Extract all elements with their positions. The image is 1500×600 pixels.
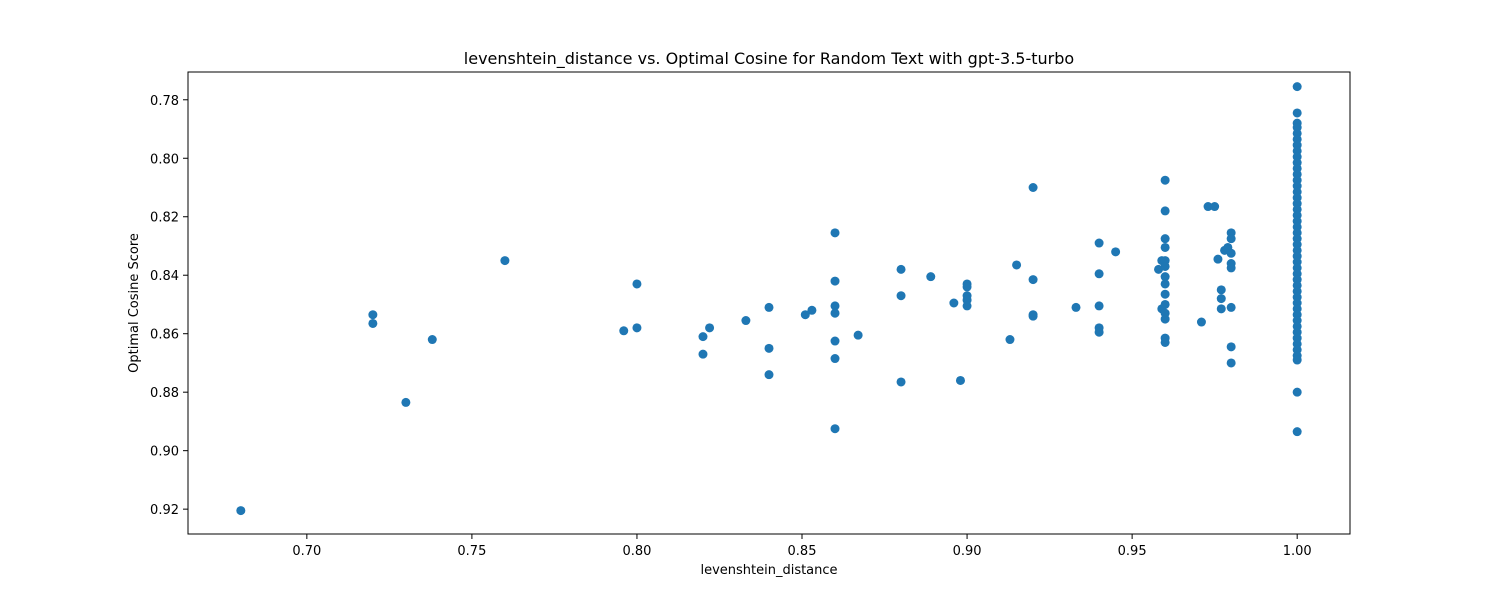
data-point-78 bbox=[1226, 248, 1236, 258]
y-tick-label: 0.92 bbox=[150, 503, 179, 518]
data-point-20 bbox=[830, 301, 840, 311]
y-tick-label: 0.90 bbox=[150, 445, 179, 460]
x-tick-label: 0.80 bbox=[622, 544, 651, 559]
data-point-59 bbox=[1160, 272, 1170, 282]
data-point-25 bbox=[853, 330, 863, 340]
data-point-7 bbox=[632, 279, 642, 289]
data-point-58 bbox=[1160, 261, 1170, 271]
data-point-11 bbox=[705, 323, 715, 333]
data-point-82 bbox=[1226, 342, 1236, 352]
y-tick-label: 0.88 bbox=[150, 386, 179, 401]
y-tick-label: 0.84 bbox=[150, 269, 179, 284]
data-point-46 bbox=[1094, 301, 1104, 311]
data-point-22 bbox=[830, 336, 840, 346]
x-tick-label: 0.95 bbox=[1118, 544, 1147, 559]
data-point-27 bbox=[896, 291, 906, 301]
data-point-38 bbox=[1012, 260, 1022, 270]
data-point-128 bbox=[1292, 387, 1302, 397]
data-point-61 bbox=[1160, 289, 1170, 299]
data-point-77 bbox=[1226, 234, 1236, 244]
data-point-48 bbox=[1094, 327, 1104, 337]
data-point-80 bbox=[1226, 263, 1236, 273]
data-point-66 bbox=[1160, 337, 1170, 347]
data-point-84 bbox=[1292, 82, 1302, 92]
data-point-28 bbox=[896, 377, 906, 387]
data-point-2 bbox=[368, 318, 378, 328]
y-tick-label: 0.82 bbox=[150, 211, 179, 226]
data-point-17 bbox=[807, 305, 817, 315]
data-point-85 bbox=[1292, 108, 1302, 118]
x-tick-label: 1.00 bbox=[1283, 544, 1312, 559]
data-point-69 bbox=[1210, 202, 1220, 212]
data-point-73 bbox=[1216, 304, 1226, 314]
plot-area bbox=[187, 71, 1351, 535]
data-point-54 bbox=[1160, 206, 1170, 216]
data-point-40 bbox=[1028, 275, 1038, 285]
data-point-12 bbox=[741, 316, 751, 326]
data-point-4 bbox=[427, 335, 437, 345]
data-point-129 bbox=[1292, 427, 1302, 437]
chart-title: levenshtein_distance vs. Optimal Cosine … bbox=[464, 49, 1074, 69]
data-point-62 bbox=[1160, 299, 1170, 309]
data-point-127 bbox=[1292, 355, 1302, 365]
data-point-33 bbox=[962, 282, 972, 292]
data-point-53 bbox=[1160, 175, 1170, 185]
data-point-14 bbox=[764, 343, 774, 353]
data-point-6 bbox=[619, 326, 629, 336]
data-point-83 bbox=[1226, 358, 1236, 368]
data-point-3 bbox=[401, 397, 411, 407]
data-point-45 bbox=[1094, 269, 1104, 279]
x-axis: 0.70 0.75 0.80 0.85 0.90 0.95 1.00 bbox=[292, 534, 1312, 559]
data-point-72 bbox=[1216, 294, 1226, 304]
data-point-70 bbox=[1213, 254, 1223, 264]
data-point-10 bbox=[698, 349, 708, 359]
data-point-13 bbox=[764, 302, 774, 312]
data-point-23 bbox=[830, 354, 840, 364]
y-tick-label: 0.86 bbox=[150, 328, 179, 343]
data-point-18 bbox=[830, 228, 840, 238]
data-point-49 bbox=[1111, 247, 1121, 257]
data-point-26 bbox=[896, 264, 906, 274]
x-tick-label: 0.90 bbox=[953, 544, 982, 559]
data-point-16 bbox=[800, 310, 810, 320]
data-point-19 bbox=[830, 276, 840, 286]
x-tick-label: 0.85 bbox=[788, 544, 817, 559]
data-point-5 bbox=[500, 256, 510, 266]
data-point-68 bbox=[1203, 202, 1213, 212]
data-point-36 bbox=[962, 301, 972, 311]
data-point-24 bbox=[830, 424, 840, 434]
data-point-0 bbox=[236, 506, 246, 516]
data-point-67 bbox=[1196, 317, 1206, 327]
data-point-15 bbox=[764, 370, 774, 380]
data-point-42 bbox=[1028, 311, 1038, 321]
data-point-39 bbox=[1028, 183, 1038, 192]
data-point-37 bbox=[1005, 335, 1015, 345]
data-point-8 bbox=[632, 323, 642, 333]
y-axis: 0.78 0.80 0.82 0.84 0.86 0.88 0.90 0.92 bbox=[150, 94, 188, 518]
data-point-64 bbox=[1160, 314, 1170, 324]
data-point-31 bbox=[955, 375, 965, 385]
y-tick-label: 0.80 bbox=[150, 152, 179, 167]
x-tick-label: 0.70 bbox=[292, 544, 321, 559]
data-point-1 bbox=[368, 310, 378, 320]
data-point-43 bbox=[1071, 302, 1081, 312]
x-axis-label: levenshtein_distance bbox=[700, 563, 837, 578]
data-point-30 bbox=[949, 298, 959, 308]
data-point-44 bbox=[1094, 238, 1104, 248]
data-point-56 bbox=[1160, 242, 1170, 252]
data-points bbox=[236, 82, 1302, 516]
data-point-81 bbox=[1226, 302, 1236, 312]
x-tick-label: 0.75 bbox=[457, 544, 486, 559]
data-point-60 bbox=[1160, 279, 1170, 289]
data-point-55 bbox=[1160, 234, 1170, 244]
data-point-29 bbox=[926, 272, 936, 282]
data-point-71 bbox=[1216, 285, 1226, 295]
data-point-21 bbox=[830, 308, 840, 318]
data-point-9 bbox=[698, 332, 708, 342]
y-tick-label: 0.78 bbox=[150, 94, 179, 109]
y-axis-label: Optimal Cosine Score bbox=[127, 233, 142, 373]
